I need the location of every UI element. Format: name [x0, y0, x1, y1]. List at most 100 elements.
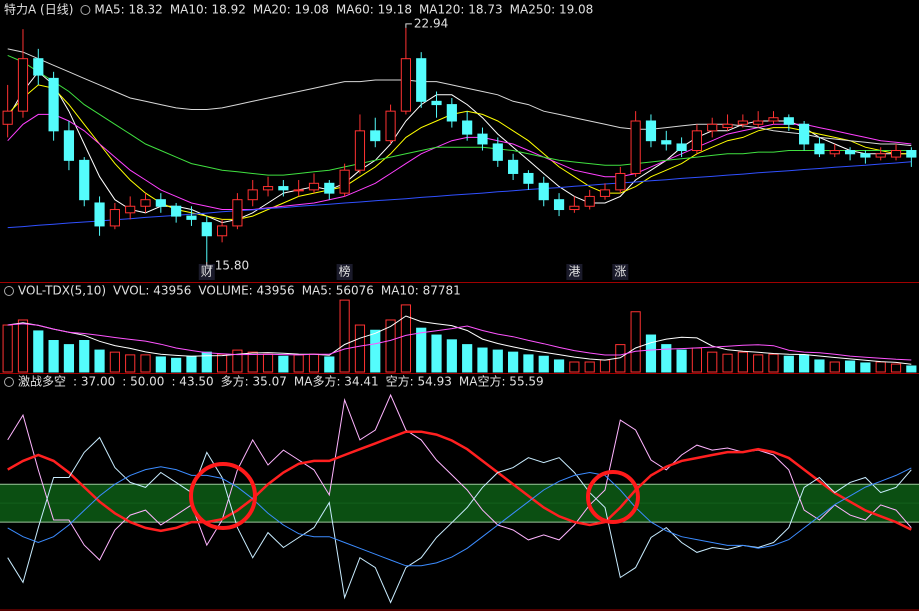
line-series [7, 48, 912, 147]
candle-body [538, 182, 549, 201]
candle-body [293, 189, 304, 192]
volume-bar [33, 330, 44, 373]
volume-bar [308, 353, 320, 373]
volume-bar [354, 324, 366, 373]
volume-bar [109, 351, 120, 373]
volume-bar [768, 353, 779, 373]
candle-body [400, 58, 411, 112]
candle-body [615, 172, 626, 191]
volume-bar [431, 334, 442, 373]
volume-bar [722, 353, 733, 373]
candle-body [860, 153, 871, 158]
candle-body [799, 123, 810, 145]
candle-body [676, 143, 687, 152]
candle-body [324, 182, 335, 194]
candle-body [722, 123, 733, 129]
candle-body [278, 186, 289, 191]
candle-body [2, 110, 13, 125]
legend-label: MA5: 56076 [302, 284, 374, 298]
candle-body [691, 130, 703, 152]
line-series [7, 436, 912, 604]
volume-bar [247, 351, 258, 373]
volume-bar [860, 362, 871, 373]
volume-bar [462, 344, 473, 373]
candle-body [216, 225, 228, 237]
volume-bar [661, 344, 672, 373]
legend-label: MA5: 18.32 [94, 3, 162, 17]
candle-body [844, 150, 856, 155]
candle-body [339, 169, 350, 194]
high-label: 22.94 [414, 16, 448, 30]
volume-bar [400, 304, 411, 373]
volume-bar [140, 354, 151, 373]
candle-body [370, 130, 381, 142]
legend-label: MA空方: 55.59 [459, 374, 544, 389]
legend-label: VOL-TDX(5,10) [18, 284, 106, 298]
legend-icon [4, 286, 14, 296]
event-marker: 港 [568, 265, 580, 279]
candle-body [431, 100, 442, 106]
volume-bar [523, 354, 534, 373]
candle-body [814, 143, 825, 155]
candle-body [630, 120, 641, 174]
event-box [198, 264, 215, 280]
candle-body [385, 110, 396, 142]
volume-bar [186, 355, 197, 373]
candle-body [140, 199, 151, 207]
volume-bar [48, 340, 59, 373]
low-label: 15.80 [215, 258, 249, 272]
event-marker: 财 [201, 265, 213, 279]
candle-body [875, 153, 886, 158]
legend-label: : 37.00 [73, 375, 115, 389]
event-box [612, 264, 629, 280]
volume-bar [293, 354, 304, 373]
legend-label: 空方: 54.93 [386, 374, 452, 389]
volume-bar [125, 354, 136, 373]
candle-body [906, 150, 917, 158]
candle-body [171, 205, 182, 217]
candle-body [125, 205, 136, 214]
volume-bar [753, 354, 764, 373]
candle-body [645, 120, 657, 142]
line-series [7, 161, 912, 229]
volume-bar [171, 357, 182, 373]
highlight-circle [586, 470, 640, 524]
volume-bar [906, 365, 917, 373]
candle-body [569, 205, 580, 211]
legend-label: MA10: 87781 [381, 284, 461, 298]
volume-bar [875, 361, 886, 373]
legend-label: 特力A (日线) [4, 2, 73, 17]
legend-label: MA20: 19.08 [253, 3, 329, 17]
candle-body [79, 159, 90, 201]
candle-body [768, 117, 779, 122]
volume-bar [370, 329, 381, 373]
line-series [7, 113, 912, 210]
volume-bar [645, 334, 657, 373]
volume-bar [17, 319, 29, 373]
legend-label: MA多方: 34.41 [294, 374, 379, 389]
legend-label: : 43.50 [171, 375, 213, 389]
volume-bar [216, 353, 228, 373]
candle-body [201, 222, 212, 237]
candle-body [584, 195, 595, 207]
volume-bar [339, 299, 350, 373]
line-series [7, 466, 912, 567]
legend-label: : 50.00 [122, 375, 164, 389]
volume-bar [844, 360, 856, 373]
candle-body [553, 199, 565, 211]
volume-bar [630, 311, 641, 373]
volume-bar [814, 359, 825, 373]
candle-body [783, 117, 794, 125]
legend-label: MA120: 18.73 [419, 3, 503, 17]
volume-bar [278, 355, 289, 373]
candle-body [48, 77, 59, 132]
volume-bar [63, 344, 75, 373]
candle-body [33, 58, 44, 76]
candle-body [523, 172, 534, 184]
candle-body [232, 199, 243, 227]
candle-body [477, 133, 488, 145]
volume-bar [569, 361, 580, 373]
volume-bar [737, 351, 748, 373]
